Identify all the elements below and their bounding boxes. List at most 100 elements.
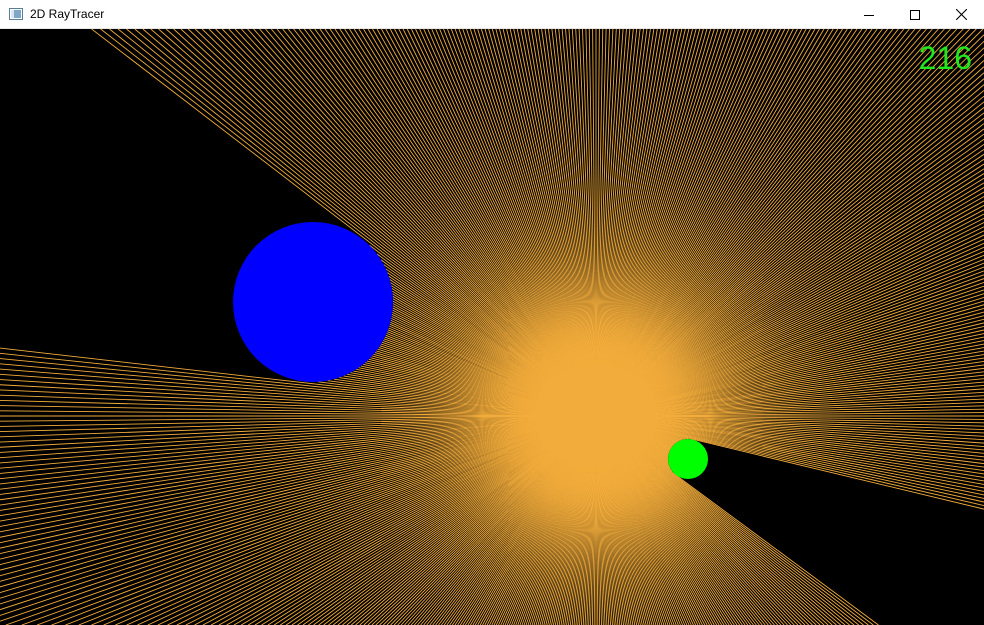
light-ray <box>595 29 634 417</box>
light-ray <box>592 29 597 417</box>
light-ray <box>117 29 597 417</box>
light-ray <box>595 158 984 417</box>
light-ray <box>0 405 597 417</box>
light-ray <box>185 415 597 625</box>
light-ray <box>0 389 597 417</box>
green-circle[interactable] <box>668 439 708 479</box>
light-ray <box>595 29 773 417</box>
light-ray <box>595 29 621 417</box>
light-ray <box>115 415 597 625</box>
light-ray <box>595 29 669 417</box>
maximize-button[interactable] <box>892 0 938 29</box>
light-ray <box>595 29 858 417</box>
light-ray <box>270 29 597 417</box>
light-ray <box>466 29 597 417</box>
light-ray <box>0 415 597 464</box>
light-ray <box>595 29 648 417</box>
light-ray <box>595 29 742 417</box>
blue-circle[interactable] <box>233 222 393 382</box>
light-source[interactable] <box>534 364 658 468</box>
light-ray <box>595 29 958 417</box>
light-ray <box>595 47 984 417</box>
light-ray <box>595 29 686 417</box>
light-ray <box>595 29 662 417</box>
light-ray <box>595 143 984 417</box>
light-ray <box>595 29 600 417</box>
light-ray <box>0 415 597 538</box>
light-ray <box>595 117 984 417</box>
light-ray <box>339 29 597 417</box>
light-ray <box>0 415 597 474</box>
light-ray <box>595 29 790 417</box>
light-ray <box>398 29 597 417</box>
light-ray <box>415 29 597 417</box>
light-ray <box>595 357 984 417</box>
light-ray <box>595 29 807 417</box>
title-bar[interactable]: 2D RayTracer <box>0 0 984 29</box>
light-ray <box>595 415 984 427</box>
light-ray <box>595 173 984 417</box>
light-ray <box>267 415 597 625</box>
light-ray <box>595 29 984 417</box>
light-ray <box>0 415 597 433</box>
minimize-button[interactable] <box>846 0 892 29</box>
light-ray <box>561 29 597 417</box>
light-ray <box>595 138 984 417</box>
light-ray <box>595 29 726 417</box>
light-ray <box>221 29 597 417</box>
light-ray <box>157 415 597 625</box>
light-ray <box>334 29 597 417</box>
light-ray <box>389 29 597 417</box>
light-ray <box>304 29 597 417</box>
light-ray <box>65 415 597 625</box>
light-ray <box>595 347 984 417</box>
window-controls <box>846 0 984 29</box>
light-ray <box>0 415 597 438</box>
light-ray <box>314 29 597 417</box>
light-ray <box>595 226 984 417</box>
light-ray <box>0 415 597 593</box>
light-ray <box>520 29 597 417</box>
light-ray <box>491 29 597 417</box>
light-ray <box>402 29 597 417</box>
light-ray <box>595 415 984 458</box>
light-ray <box>488 29 597 417</box>
light-ray <box>595 29 644 417</box>
light-ray <box>0 373 597 417</box>
light-ray <box>0 394 597 417</box>
light-ray <box>595 213 984 417</box>
light-ray <box>0 415 597 555</box>
light-ray <box>595 40 984 417</box>
light-ray <box>595 29 839 417</box>
light-ray <box>595 29 715 417</box>
light-ray <box>0 415 597 577</box>
light-ray <box>595 29 738 417</box>
light-ray <box>595 29 672 417</box>
close-icon <box>955 9 967 20</box>
light-ray <box>595 293 984 417</box>
light-ray <box>344 29 597 417</box>
light-ray <box>595 29 607 417</box>
light-ray <box>595 398 984 417</box>
light-ray <box>595 415 984 424</box>
light-ray <box>595 29 683 417</box>
light-ray <box>285 415 597 625</box>
light-ray <box>595 270 984 417</box>
light-ray <box>585 29 597 417</box>
light-ray <box>477 29 597 417</box>
light-ray <box>0 415 597 566</box>
render-canvas[interactable]: 216 <box>0 29 984 625</box>
light-ray <box>234 29 597 417</box>
light-ray <box>595 29 676 417</box>
light-ray <box>381 29 597 417</box>
light-ray <box>595 415 984 461</box>
light-ray <box>450 29 597 417</box>
light-ray <box>208 29 597 417</box>
light-ray <box>194 415 597 625</box>
close-button[interactable] <box>938 0 984 29</box>
light-ray <box>595 209 984 417</box>
light-ray <box>0 379 597 417</box>
light-ray <box>419 29 597 417</box>
light-ray <box>291 415 597 625</box>
light-ray <box>484 29 597 417</box>
